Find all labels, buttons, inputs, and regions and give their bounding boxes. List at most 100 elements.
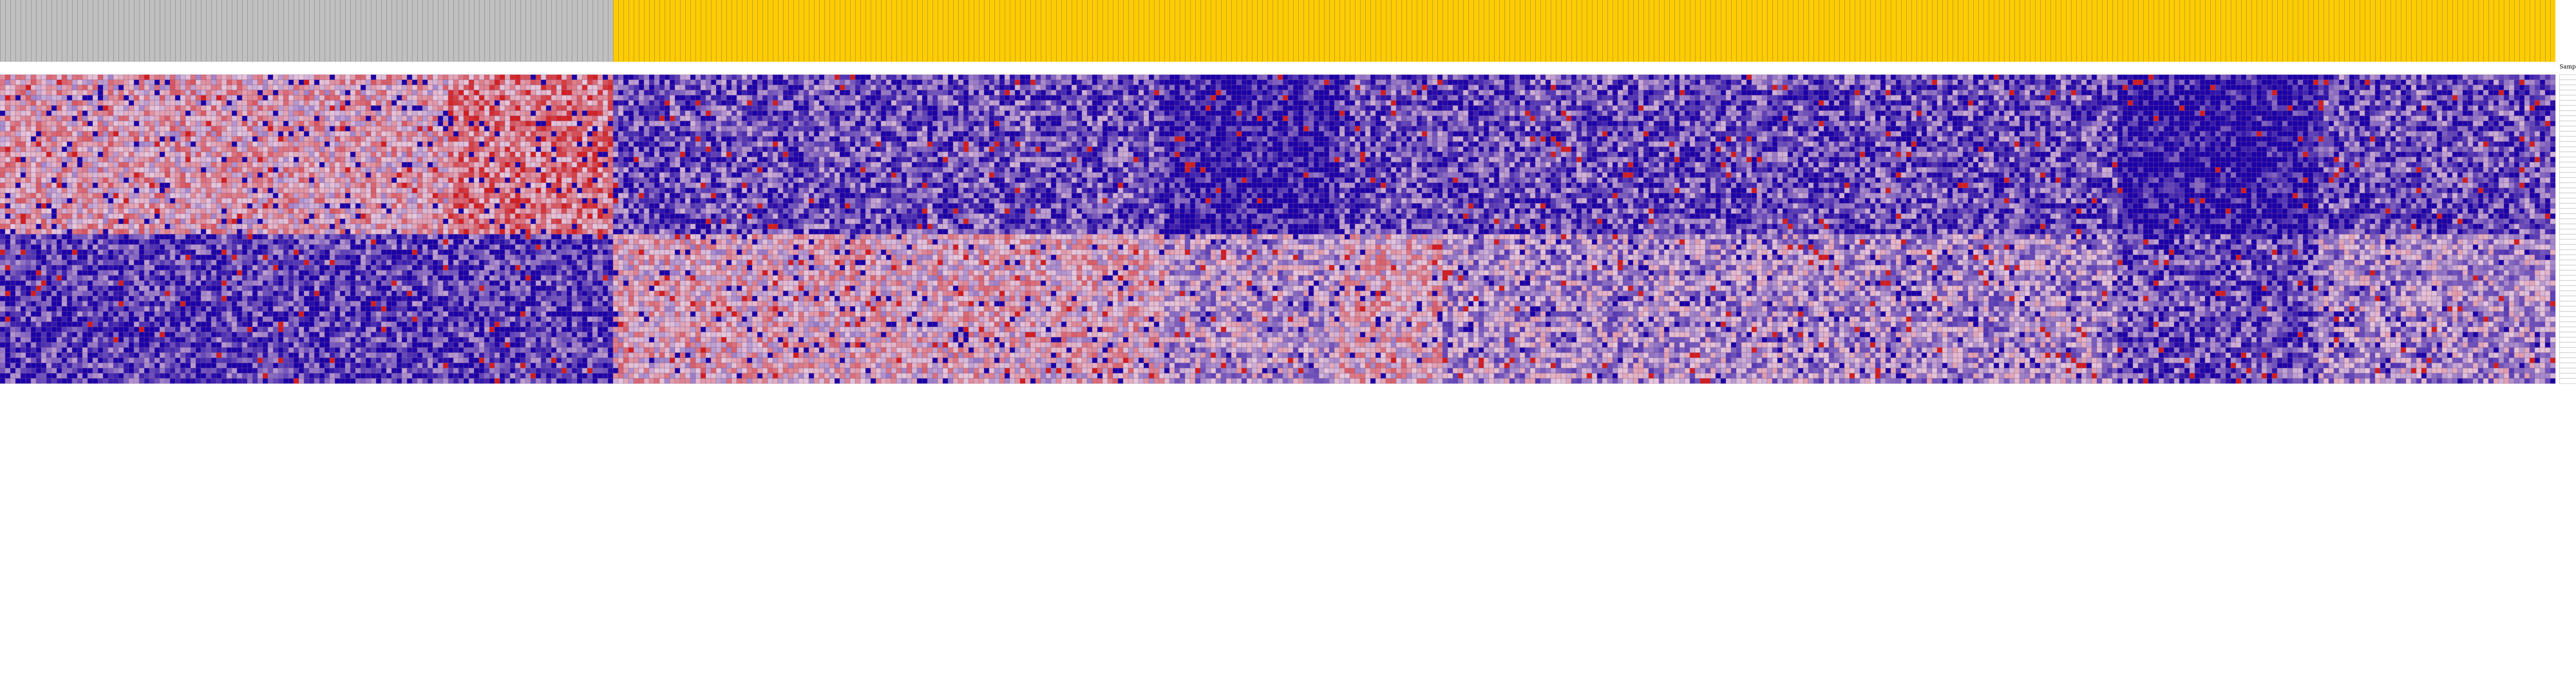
heatmap-cell (1247, 75, 1252, 80)
heatmap-cell (1030, 75, 1036, 80)
heatmap-cell (1710, 90, 1716, 95)
heatmap-cell (21, 80, 26, 85)
heatmap-cell (1716, 75, 1721, 80)
heatmap-cell (551, 90, 556, 95)
heatmap-cell (201, 75, 206, 80)
heatmap-cell (1257, 90, 1262, 95)
heatmap-cell (10, 90, 15, 95)
heatmap-cell (562, 75, 567, 80)
heatmap-cell (2117, 80, 2123, 85)
heatmap-cell (896, 85, 902, 90)
heatmap-cell (2452, 85, 2458, 90)
heatmap-cell (1700, 75, 1705, 80)
heatmap-cell (742, 85, 747, 90)
heatmap-cell (1875, 80, 1880, 85)
heatmap-cell (1906, 90, 1911, 95)
heatmap-cell (1226, 85, 1231, 90)
heatmap-cell (531, 80, 536, 85)
heatmap-cell (1267, 85, 1273, 90)
heatmap-cell (613, 80, 618, 85)
heatmap-cell (958, 90, 963, 95)
heatmap-cell (1515, 75, 1520, 80)
heatmap-cell (294, 85, 299, 90)
heatmap-cell (1432, 75, 1437, 80)
heatmap-cell (757, 80, 762, 85)
heatmap-cell (2514, 80, 2519, 85)
heatmap-cell (1499, 90, 1504, 95)
heatmap-cell (247, 75, 252, 80)
heatmap-cell (1370, 85, 1376, 90)
heatmap-cell (1525, 80, 1530, 85)
heatmap-cell (283, 90, 289, 95)
heatmap-cell (438, 85, 443, 90)
heatmap-cell (1602, 80, 1607, 85)
heatmap-cell (1757, 80, 1762, 85)
heatmap-cell (180, 85, 185, 90)
heatmap-cell (1066, 75, 1072, 80)
heatmap-cell (361, 80, 366, 85)
heatmap-cell (2391, 75, 2396, 80)
heatmap-cell (2519, 85, 2524, 90)
heatmap-cell (835, 85, 840, 90)
heatmap-cell (2396, 80, 2401, 85)
heatmap-cell (2020, 90, 2025, 95)
heatmap-cell (232, 85, 237, 90)
heatmap-cell (556, 85, 562, 90)
heatmap-cell (1236, 90, 1242, 95)
heatmap-cell (1499, 80, 1504, 85)
heatmap-cell (252, 85, 258, 90)
heatmap-cell (36, 85, 41, 90)
heatmap-cell (1896, 80, 1901, 85)
heatmap-cell (2179, 85, 2184, 90)
column-group-band-2 (613, 0, 2555, 62)
heatmap-cell (531, 75, 536, 80)
heatmap-cell (969, 90, 974, 95)
heatmap-cell (5, 80, 10, 85)
heatmap-cell (639, 90, 644, 95)
heatmap-cell (1607, 75, 1613, 80)
heatmap-cell (1994, 90, 1999, 95)
heatmap-cell (340, 85, 345, 90)
heatmap-cell (505, 90, 510, 95)
heatmap-cell (407, 80, 412, 85)
heatmap-cell (2040, 80, 2045, 85)
heatmap-cell (1623, 85, 1628, 90)
heatmap-cell (757, 90, 762, 95)
heatmap-cell (1917, 85, 1922, 90)
heatmap-cell (1288, 80, 1293, 85)
heatmap-cell (1154, 85, 1159, 90)
heatmap-cell (737, 85, 742, 90)
heatmap-cell (1406, 85, 1412, 90)
heatmap-cell (1510, 85, 1515, 90)
heatmap-cell (2092, 80, 2097, 85)
heatmap-cell (1417, 80, 1422, 85)
heatmap-cell (1958, 80, 1963, 85)
heatmap-cell (1216, 80, 1221, 85)
heatmap-cell (1757, 85, 1762, 90)
heatmap-cell (1540, 90, 1546, 95)
heatmap-cell (1355, 80, 1360, 85)
heatmap-cell (2128, 75, 2133, 80)
heatmap-cell (2205, 80, 2210, 85)
heatmap-cell (1886, 75, 1891, 80)
heatmap-cell (1834, 90, 1839, 95)
heatmap-cell (1540, 85, 1546, 90)
heatmap-cell (428, 80, 433, 85)
heatmap-cell (124, 80, 129, 85)
heatmap-cell (1072, 85, 1077, 90)
heatmap-cell (1767, 85, 1772, 90)
heatmap-cell (1298, 90, 1303, 95)
heatmap-cell (587, 80, 592, 85)
heatmap-cell (1242, 85, 1247, 90)
heatmap-cell (2210, 75, 2215, 80)
heatmap-cell (2246, 85, 2251, 90)
heatmap-cell (1386, 75, 1391, 80)
heatmap-cell (1942, 85, 1947, 90)
heatmap-cell (1118, 75, 1123, 80)
heatmap-cell (618, 90, 623, 95)
heatmap-cell (1139, 85, 1144, 90)
heatmap-cell (2221, 80, 2226, 85)
heatmap-cell (2215, 85, 2221, 90)
heatmap-cell (2107, 90, 2112, 95)
heatmap-cell (448, 90, 453, 95)
